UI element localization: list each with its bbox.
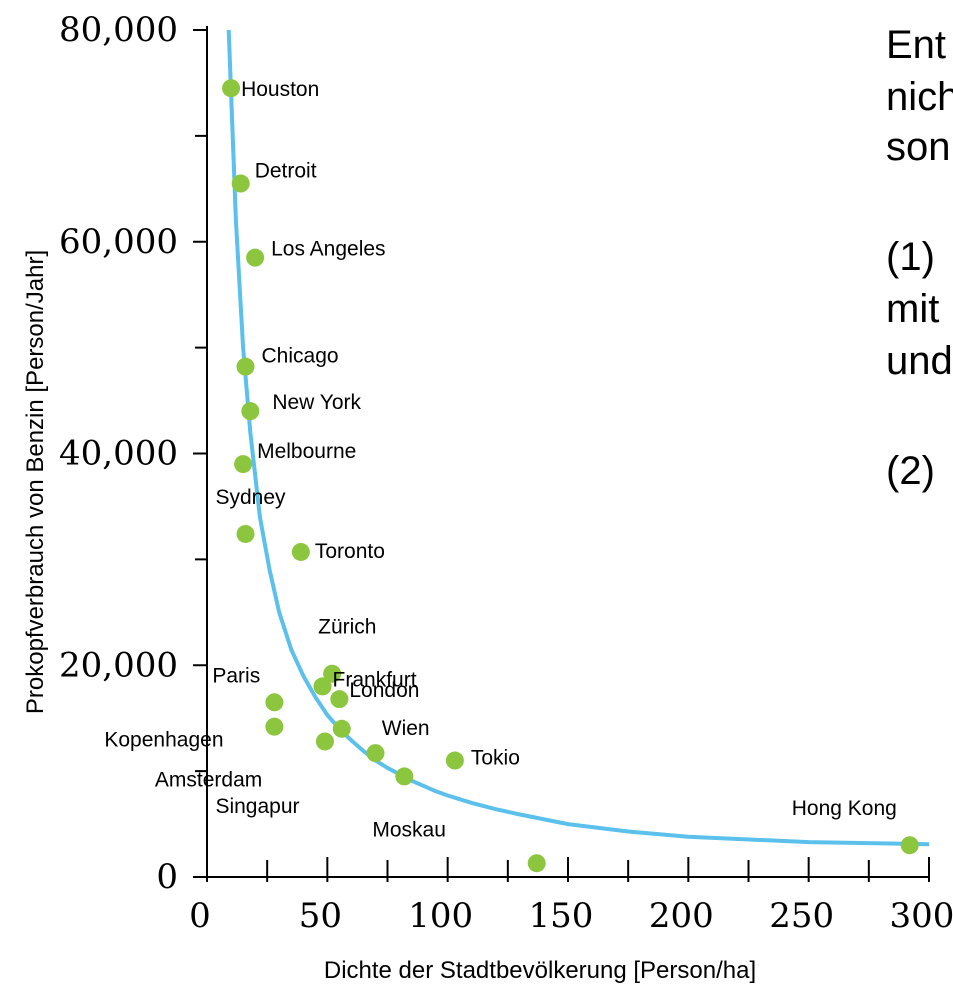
- x-tick-label: 200: [649, 896, 714, 936]
- data-point: [291, 542, 310, 561]
- side-text-line: mit: [886, 287, 939, 331]
- city-label: Chicago: [262, 345, 339, 368]
- tick-labels: 0 20,000 40,000 60,000 80,000 0 50 100 150 200 250…: [59, 10, 953, 936]
- data-point: [330, 690, 349, 709]
- data-point: [315, 732, 334, 751]
- data-point: [234, 455, 253, 474]
- x-tick-label: 300: [890, 896, 953, 936]
- data-point: [313, 677, 332, 696]
- city-label: Singapur: [215, 795, 299, 818]
- data-points: [222, 79, 919, 873]
- side-text-line: (2): [886, 449, 935, 493]
- data-point: [332, 719, 351, 738]
- city-label: Houston: [241, 78, 319, 101]
- x-tick-label: 100: [408, 896, 473, 936]
- city-label: Toronto: [315, 540, 385, 563]
- x-axis-title: Dichte der Stadtbevölkerung [Person/ha]: [324, 957, 756, 984]
- side-text-line: Ent: [886, 23, 946, 67]
- data-point: [241, 402, 260, 421]
- x-tick-label: 150: [529, 896, 594, 936]
- side-text-line: und: [886, 339, 953, 383]
- city-label: Zürich: [318, 616, 376, 639]
- city-label: Moskau: [372, 818, 446, 841]
- city-label: Los Angeles: [271, 238, 385, 261]
- data-point: [395, 767, 414, 786]
- city-label: Frankfurt: [333, 668, 417, 691]
- y-tick-label: 60,000: [59, 222, 178, 262]
- x-tick-label: 250: [769, 896, 834, 936]
- data-point: [231, 174, 250, 193]
- data-point: [527, 854, 546, 873]
- side-text-line: (1): [886, 235, 935, 279]
- city-label: Hong Kong: [792, 797, 897, 820]
- side-text-line: son: [886, 125, 951, 169]
- y-tick-label: 20,000: [59, 645, 178, 685]
- city-label: Detroit: [255, 160, 317, 183]
- city-label: Wien: [382, 717, 430, 740]
- y-tick-label: 80,000: [59, 10, 178, 50]
- data-point: [265, 717, 284, 736]
- x-tick-label: 50: [299, 896, 342, 936]
- city-label: Paris: [212, 664, 260, 687]
- city-labels: Houston Detroit Los Angeles Chicago New York…: [104, 78, 896, 841]
- data-point: [236, 524, 255, 543]
- y-tick-label: 40,000: [59, 434, 178, 474]
- data-point: [900, 836, 919, 855]
- data-point: [222, 79, 241, 98]
- city-label: Melbourne: [257, 440, 356, 463]
- trend-curve: [226, 29, 930, 847]
- city-label: Tokio: [471, 747, 520, 770]
- data-point: [445, 751, 464, 770]
- city-label: Kopenhagen: [104, 729, 223, 752]
- city-label: Amsterdam: [155, 768, 262, 791]
- axes: [193, 26, 930, 882]
- data-point: [323, 664, 342, 683]
- x-tick-label: 0: [189, 896, 211, 936]
- data-point: [366, 744, 385, 763]
- city-label: Sydney: [216, 486, 287, 509]
- y-axis-title: Prokopfverbrauch von Benzin [Person/Jahr…: [22, 250, 49, 714]
- city-label: London: [349, 679, 419, 702]
- city-label: New York: [272, 391, 361, 414]
- data-point: [246, 248, 265, 267]
- y-tick-label: 0: [156, 857, 178, 897]
- data-point: [265, 693, 284, 712]
- side-text: Ent nich son (1) mit und (2): [886, 23, 953, 493]
- side-text-line: nich: [886, 75, 953, 119]
- data-point: [236, 357, 255, 376]
